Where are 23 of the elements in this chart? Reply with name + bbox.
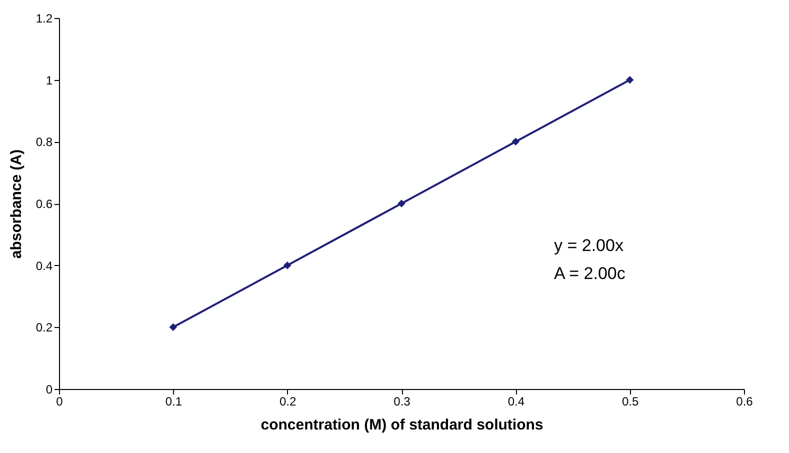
y-axis-title: absorbance (A) [8, 149, 25, 259]
x-tick-label: 0.3 [394, 394, 411, 408]
y-tick-label: 1.2 [36, 12, 53, 26]
point [283, 261, 292, 270]
point [169, 323, 178, 332]
y-tick-label: 0.2 [36, 320, 53, 335]
x-tick-label: 0.4 [508, 394, 525, 408]
x-tick-label: 0.5 [622, 394, 639, 408]
x-tick-label: 0 [56, 394, 64, 408]
point [512, 138, 520, 146]
x-tick-label: 0.6 [736, 394, 754, 408]
x-tick-label: 0.2 [279, 394, 296, 408]
x-tick-label: 0.1 [165, 394, 182, 408]
annotation: A = 2.00c [554, 264, 626, 283]
y-tick-label: 0.6 [36, 197, 53, 211]
y-tick-label: 0.8 [36, 135, 53, 150]
x-axis-title: concentration (M) of standard solutions [260, 416, 544, 434]
point [626, 76, 634, 84]
y-tick-label: 0 [46, 382, 53, 396]
y-tick-label: 0.4 [36, 258, 53, 273]
point [398, 200, 406, 208]
y-tick-label: 1 [46, 73, 53, 88]
annotation: y = 2.00x [554, 236, 624, 255]
